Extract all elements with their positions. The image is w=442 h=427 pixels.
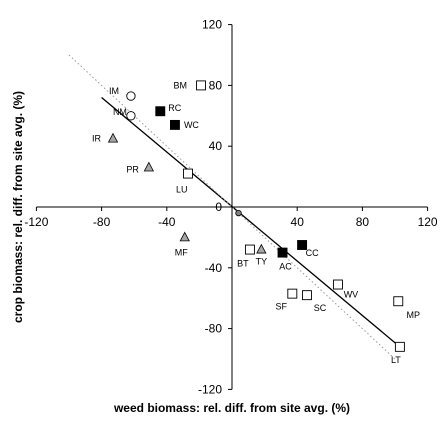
reference-lines	[68, 54, 401, 360]
point-label-wc: WC	[184, 120, 199, 130]
data-point-wv	[333, 279, 343, 290]
data-points	[107, 80, 405, 352]
x-tick-label: -40	[158, 215, 176, 229]
y-tick-label: 120	[202, 18, 222, 32]
regression-line	[101, 97, 401, 348]
data-point-nm	[126, 111, 136, 121]
point-label-ac: AC	[279, 262, 292, 272]
point-label-ty: TY	[256, 257, 268, 267]
point-label-lu: LU	[176, 185, 188, 195]
data-point-lu	[183, 168, 193, 179]
data-point-pr	[143, 161, 155, 172]
point-label-rc: RC	[168, 103, 181, 113]
point-label-bm: BM	[174, 80, 188, 90]
x-tick-label: 40	[291, 215, 305, 229]
data-point-ac	[277, 247, 288, 258]
point-label-mf: MF	[175, 247, 188, 257]
data-point-bm	[196, 80, 206, 91]
point-label-ir: IR	[92, 134, 102, 144]
x-tick-label: 80	[356, 215, 370, 229]
data-point-sc	[302, 290, 312, 301]
data-point-sf	[287, 288, 298, 299]
x-axis-label: weed biomass: rel. diff. from site avg. …	[113, 401, 350, 415]
y-tick-label: -120	[198, 382, 222, 396]
x-tick-label: -120	[24, 215, 48, 229]
data-point-mf	[179, 231, 190, 242]
data-point-mp	[393, 296, 404, 307]
y-tick-label: 80	[209, 78, 223, 92]
data-point-wc	[169, 119, 180, 130]
x-tick-label: -80	[93, 215, 111, 229]
point-label-im: IM	[109, 86, 119, 96]
data-point-ty	[256, 243, 267, 254]
y-tick-label: -40	[205, 261, 223, 275]
data-point-rc	[155, 106, 166, 117]
y-tick-label: 0	[215, 200, 222, 214]
point-label-bt: BT	[237, 259, 249, 269]
data-point-cc	[297, 240, 308, 250]
y-tick-label: 40	[209, 139, 223, 153]
y-tick-label: -80	[205, 322, 223, 336]
point-label-wv: WV	[344, 290, 359, 300]
data-point-bt	[244, 244, 255, 255]
data-point-im	[126, 91, 136, 101]
axes	[35, 24, 429, 390]
point-label-sf: SF	[276, 302, 288, 312]
point-label-pr: PR	[126, 164, 139, 174]
data-point	[235, 209, 242, 217]
data-point-lt	[394, 341, 405, 352]
y-axis-label: crop biomass: rel. diff. from site avg. …	[11, 91, 25, 323]
tick-labels: -120 -80 -40 40 80 120 -120 -80 -40 0 40 80 120	[24, 18, 438, 397]
point-label-mp: MP	[407, 310, 421, 320]
point-label-cc: CC	[306, 248, 319, 258]
x-tick-label: 120	[418, 215, 438, 229]
data-point-ir	[107, 132, 119, 143]
point-label-lt: LT	[391, 355, 401, 365]
point-label-nm: NM	[113, 107, 127, 117]
point-label-sc: SC	[314, 303, 327, 313]
